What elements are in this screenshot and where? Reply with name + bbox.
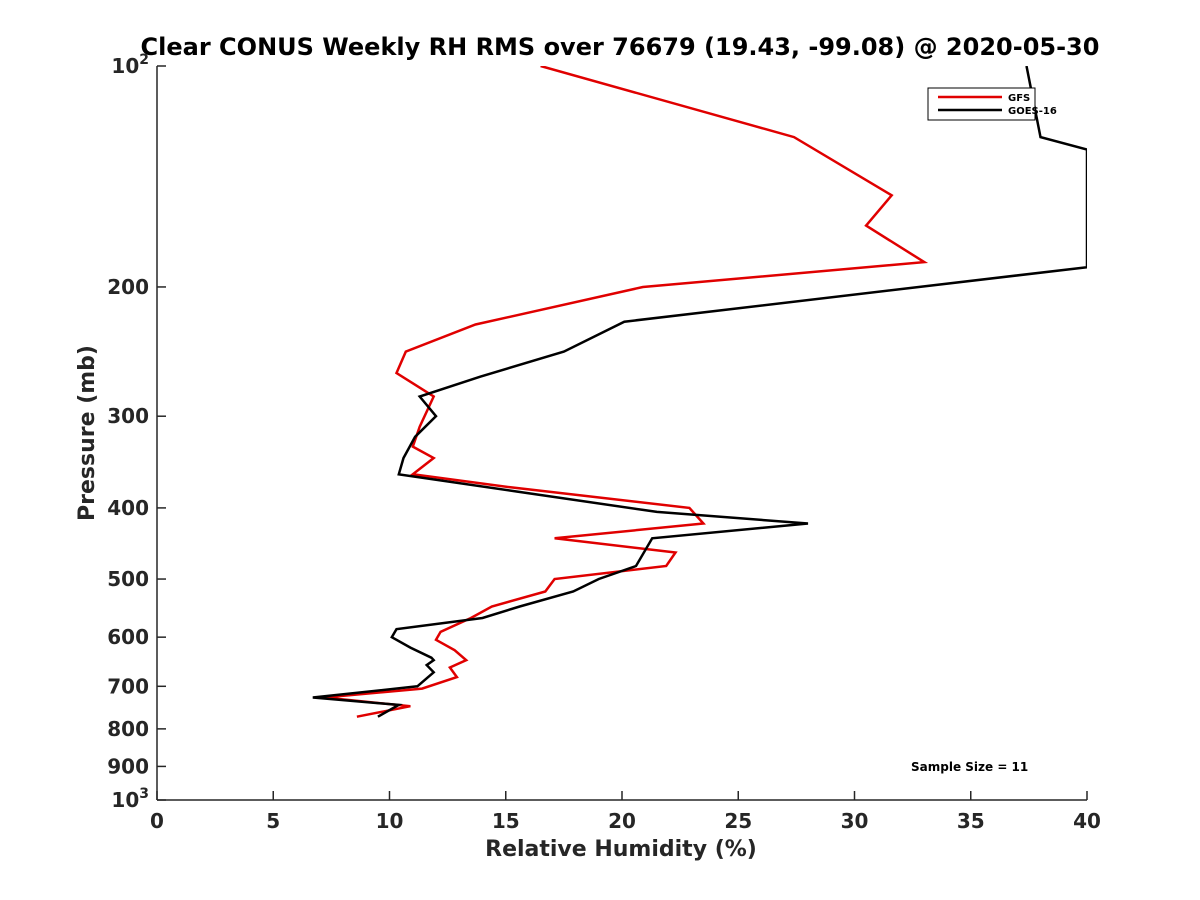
chart-title: Clear CONUS Weekly RH RMS over 76679 (19… [141,33,1100,61]
x-tick-label: 5 [266,809,280,833]
y-tick-label: 600 [107,625,149,649]
y-tick-label: 500 [107,567,149,591]
legend-label: GOES-16 [1008,106,1057,117]
y-tick-label: 300 [107,404,149,428]
y-tick-label: 103 [111,786,149,812]
y-tick-label: 102 [111,52,149,78]
x-tick-label: 20 [608,809,636,833]
legend-box [927,87,1036,121]
sample-size-annotation: Sample Size = 11 [911,760,1028,774]
y-tick-label: 400 [107,496,149,520]
x-tick-label: 40 [1073,809,1101,833]
x-tick-label: 15 [492,809,520,833]
x-tick-label: 10 [376,809,404,833]
x-tick-label: 25 [724,809,752,833]
axes-layer: 0 5 10 15 20 25 30 35 40 102 200 300 400 500 600 700 800… [107,52,1101,833]
legend-label: GFS [1008,93,1030,104]
series-layer [312,66,1087,718]
x-tick-label: 0 [150,809,164,833]
series-line-goes-16 [312,66,1087,718]
y-tick-label: 700 [107,674,149,698]
x-tick-label: 35 [957,809,985,833]
y-tick-label: 200 [107,275,149,299]
y-tick-label: 900 [107,754,149,778]
series-line-gfs [324,66,929,718]
y-axis-label: Pressure (mb) [75,345,100,521]
x-tick-label: 30 [841,809,869,833]
legend: GFS GOES-16 [927,87,1057,121]
y-tick-label: 800 [107,717,149,741]
x-axis-label: Relative Humidity (%) [485,837,757,862]
